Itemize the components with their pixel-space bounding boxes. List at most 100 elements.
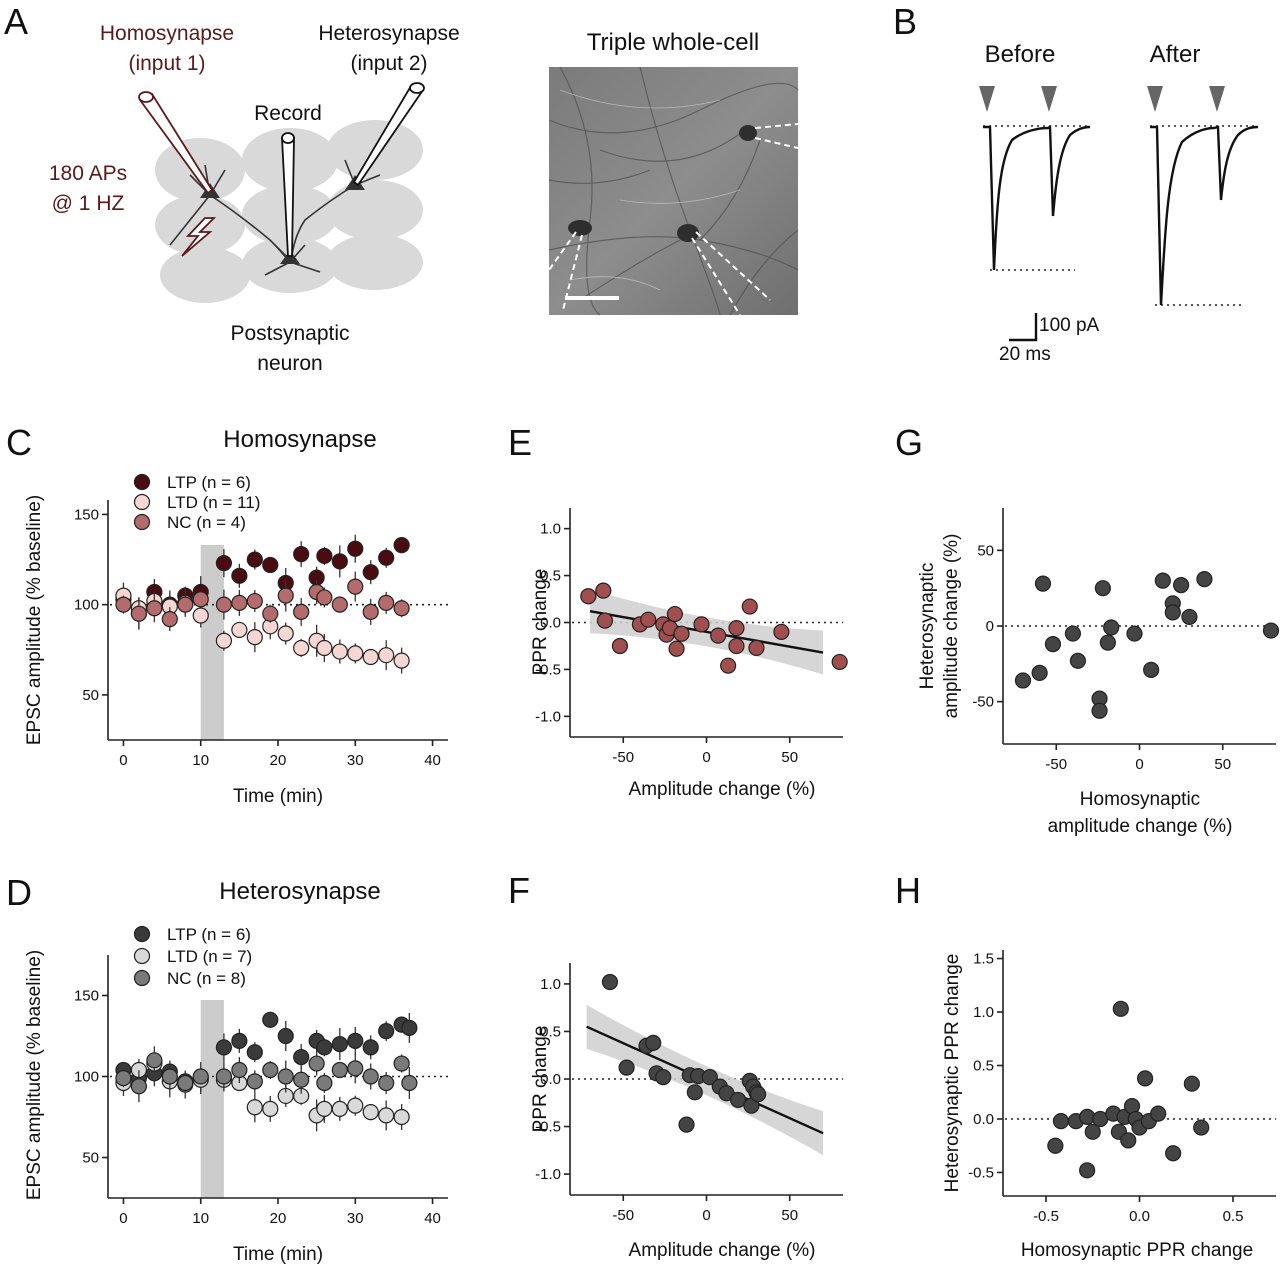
y-tick-label: 50	[82, 1150, 99, 1167]
data-point	[362, 564, 379, 581]
x-tick-label: 20	[270, 752, 287, 769]
homosynapse-label-line1: Homosynapse	[100, 22, 234, 45]
x-tick-label: -0.5	[1033, 1208, 1059, 1225]
data-point	[1064, 625, 1082, 642]
data-point	[277, 1068, 294, 1085]
after-label: After	[1150, 41, 1201, 68]
x-axis-label-line: Amplitude change (%)	[629, 779, 816, 800]
x-tick-label: 0	[702, 1207, 710, 1224]
x-tick-label: 0	[702, 749, 710, 766]
series-1	[115, 582, 410, 674]
data-point	[1069, 652, 1087, 669]
legend-label: LTP (n = 6)	[167, 473, 251, 492]
data-point	[277, 587, 294, 604]
y-tick-label: 0.5	[540, 568, 561, 585]
data-point	[331, 1035, 348, 1053]
y-axis-label: PPR change	[530, 1026, 551, 1133]
data-point	[277, 1027, 294, 1045]
data-point	[1137, 1070, 1154, 1087]
data-point	[1262, 622, 1280, 639]
y-axis-label: EPSC amplitude (% baseline)	[24, 950, 45, 1200]
x-tick-label: 10	[192, 1210, 209, 1227]
y-axis-label-line: EPSC amplitude (% baseline)	[24, 950, 45, 1200]
postsynaptic-label-line1: Postsynaptic	[230, 322, 349, 345]
x-axis-label: Amplitude change (%)	[629, 1240, 816, 1261]
series-0	[601, 973, 767, 1133]
x-axis-label: Amplitude change (%)	[629, 779, 816, 800]
data-point	[262, 556, 279, 574]
y-axis-label-line: EPSC amplitude (% baseline)	[24, 495, 45, 745]
y-axis-label-line: PPR change	[530, 569, 551, 676]
legend-marker	[133, 969, 151, 987]
panel-b: B Before After 100 pA 20 ms	[893, 1, 1259, 365]
data-point	[1047, 1137, 1064, 1154]
data-point	[831, 653, 848, 671]
pipette-heterosynapse	[352, 82, 425, 187]
chart-h: H -0.5 0.0 0.5 1.0 1.5 -0.5 0.0 0.5 Heterosynapti…	[895, 870, 1276, 1261]
legend-marker	[133, 493, 151, 511]
micrograph-scale-bar	[565, 296, 619, 300]
data-point	[618, 1059, 635, 1076]
y-tick-label: 0	[986, 618, 994, 635]
record-label: Record	[254, 102, 322, 125]
data-point	[1196, 571, 1213, 588]
data-point	[362, 1104, 379, 1121]
data-point	[1126, 625, 1143, 642]
data-point	[115, 1070, 132, 1087]
legend-marker	[133, 513, 151, 531]
data-point	[262, 1100, 279, 1118]
x-tick-label: 0	[1135, 756, 1143, 773]
data-point	[748, 639, 765, 656]
x-axis-label-line: Amplitude change (%)	[629, 1240, 816, 1261]
x-tick-label: -50	[612, 749, 634, 766]
data-point	[393, 600, 410, 617]
x-tick-label: 10	[192, 752, 209, 769]
x-tick-label: 50	[781, 749, 798, 766]
legend-label: LTD (n = 7)	[167, 947, 252, 966]
data-point	[331, 596, 348, 613]
legend-label: LTD (n = 11)	[167, 493, 260, 512]
data-point	[710, 627, 727, 644]
data-point	[130, 1078, 148, 1095]
y-tick-label: 1.0	[540, 521, 561, 538]
y-tick-label: -50	[972, 694, 994, 711]
series-1	[115, 1054, 410, 1132]
data-point	[1154, 572, 1171, 589]
data-point	[720, 657, 737, 674]
x-tick-label: 40	[424, 1210, 441, 1227]
y-tick-label: -1.0	[535, 708, 561, 725]
data-point	[595, 582, 612, 599]
data-point	[1103, 619, 1120, 636]
data-point	[347, 540, 364, 557]
x-tick-label: -50	[612, 1207, 634, 1224]
x-tick-label: 0	[119, 752, 127, 769]
data-point	[1031, 664, 1048, 681]
panel-letter: G	[895, 422, 923, 463]
data-point	[293, 1071, 310, 1088]
data-point	[316, 639, 333, 657]
series-0	[1047, 1000, 1210, 1179]
data-point	[378, 1107, 395, 1124]
data-point	[596, 612, 614, 629]
data-point	[1181, 608, 1198, 626]
data-point	[1165, 1145, 1182, 1162]
data-point	[393, 537, 410, 554]
legend-marker	[133, 473, 151, 491]
legend-label: NC (n = 8)	[167, 969, 246, 988]
micrograph-title: Triple whole-cell	[587, 29, 760, 56]
y-tick-label: 1.5	[973, 951, 994, 968]
data-point	[146, 600, 163, 617]
data-point	[1150, 1105, 1167, 1122]
data-point	[262, 1061, 279, 1079]
data-point	[331, 1061, 348, 1079]
heterosynapse-label-line1: Heterosynapse	[318, 22, 459, 45]
x-tick-label: 0.0	[1129, 1208, 1150, 1225]
panel-letter: H	[895, 870, 921, 911]
chart-f: F -1.0 -0.5 0.0 0.5 1.0 -50 0 50 PPR change Amplit…	[508, 870, 843, 1261]
scale-bar: 100 pA 20 ms	[999, 313, 1100, 365]
y-axis-label: Heterosynaptic amplitude change (%)	[917, 534, 962, 719]
y-tick-label: 100	[74, 597, 99, 614]
data-point	[666, 605, 683, 623]
y-tick-label: 0.0	[973, 1111, 994, 1128]
